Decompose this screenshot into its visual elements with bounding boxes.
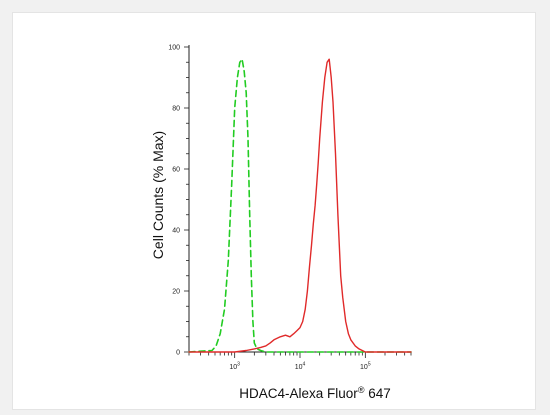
chart-panel: 0 20 40 60 80 100 103 104 105 Cell Counts (% Max…: [65, 25, 520, 409]
x-tick-label-exponent: 3: [237, 362, 240, 368]
x-axis-title: HDAC4-Alexa Fluor® 647: [239, 385, 390, 401]
sample-histogram-line: [188, 58, 412, 353]
x-axis-title-sup: ®: [358, 385, 365, 395]
y-tick-label: 20: [172, 289, 180, 296]
y-tick-label: 100: [168, 45, 180, 52]
x-tick-label-base: 10: [295, 364, 303, 371]
y-tick-label: 80: [172, 106, 180, 113]
x-tick-label: 103: [229, 362, 240, 372]
x-tick-label-exponent: 5: [368, 362, 371, 368]
x-tick-label-base: 10: [360, 364, 368, 371]
x-axis-title-main: HDAC4-Alexa Fluor: [239, 386, 358, 401]
x-tick-label: 104: [295, 362, 306, 372]
x-axis-title-tail: 647: [364, 386, 390, 401]
y-axis-title: Cell Counts (% Max): [150, 131, 166, 259]
x-tick-label-base: 10: [229, 364, 237, 371]
y-tick-label: 60: [172, 167, 180, 174]
x-tick-label: 105: [360, 362, 371, 372]
y-tick-label: 0: [176, 350, 180, 357]
x-tick-label-exponent: 4: [303, 362, 306, 368]
series-layer: [188, 58, 412, 353]
chart-card: 0 20 40 60 80 100 103 104 105 Cell Counts (% Max…: [12, 12, 536, 410]
control-histogram-line: [188, 58, 412, 353]
y-tick-label: 40: [172, 228, 180, 235]
